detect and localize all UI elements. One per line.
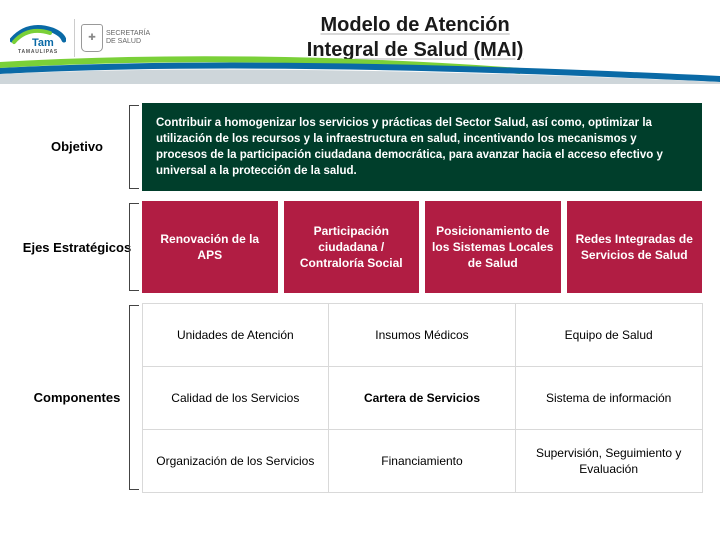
tamaulipas-logo: Tam TAMAULIPAS <box>8 17 68 59</box>
logo-block: Tam TAMAULIPAS ✚ SECRETARÍA DE SALUD <box>0 17 150 59</box>
objective-box: Contribuir a homogenizar los servicios y… <box>142 103 702 191</box>
component-cell: Financiamiento <box>328 429 516 493</box>
content-grid: Objetivo Contribuir a homogenizar los se… <box>0 75 720 492</box>
components-label: Componentes <box>18 303 136 492</box>
component-cell: Insumos Médicos <box>328 303 516 367</box>
axes-row: Renovación de la APS Participación ciuda… <box>142 201 702 293</box>
secretaria-salud-logo: ✚ SECRETARÍA DE SALUD <box>81 24 150 52</box>
components-grid: Unidades de Atención Insumos Médicos Equ… <box>142 303 702 492</box>
component-cell: Calidad de los Servicios <box>142 366 330 430</box>
bracket-icon <box>129 203 139 291</box>
component-cell: Equipo de Salud <box>515 303 703 367</box>
axes-label: Ejes Estratégicos <box>18 201 136 293</box>
header: Tam TAMAULIPAS ✚ SECRETARÍA DE SALUD Mod… <box>0 0 720 75</box>
axis-cell: Posicionamiento de los Sistemas Locales … <box>425 201 561 293</box>
bracket-icon <box>129 105 139 189</box>
tamaulipas-logo-text: TAMAULIPAS <box>18 49 58 55</box>
page-title: Modelo de Atención Integral de Salud (MA… <box>150 13 720 63</box>
component-cell: Cartera de Servicios <box>328 366 516 430</box>
component-cell: Supervisión, Seguimiento y Evaluación <box>515 429 703 493</box>
secretaria-salud-text: SECRETARÍA DE SALUD <box>106 30 150 45</box>
bracket-icon <box>129 305 139 490</box>
component-cell: Unidades de Atención <box>142 303 330 367</box>
svg-text:Tam: Tam <box>32 37 54 48</box>
component-cell: Organización de los Servicios <box>142 429 330 493</box>
logo-separator <box>74 19 75 57</box>
objective-label: Objetivo <box>18 103 136 191</box>
component-cell: Sistema de información <box>515 366 703 430</box>
shield-icon: ✚ <box>81 24 103 52</box>
axis-cell: Renovación de la APS <box>142 201 278 293</box>
axis-cell: Redes Integradas de Servicios de Salud <box>567 201 703 293</box>
axis-cell: Participación ciudadana / Contraloría So… <box>284 201 420 293</box>
